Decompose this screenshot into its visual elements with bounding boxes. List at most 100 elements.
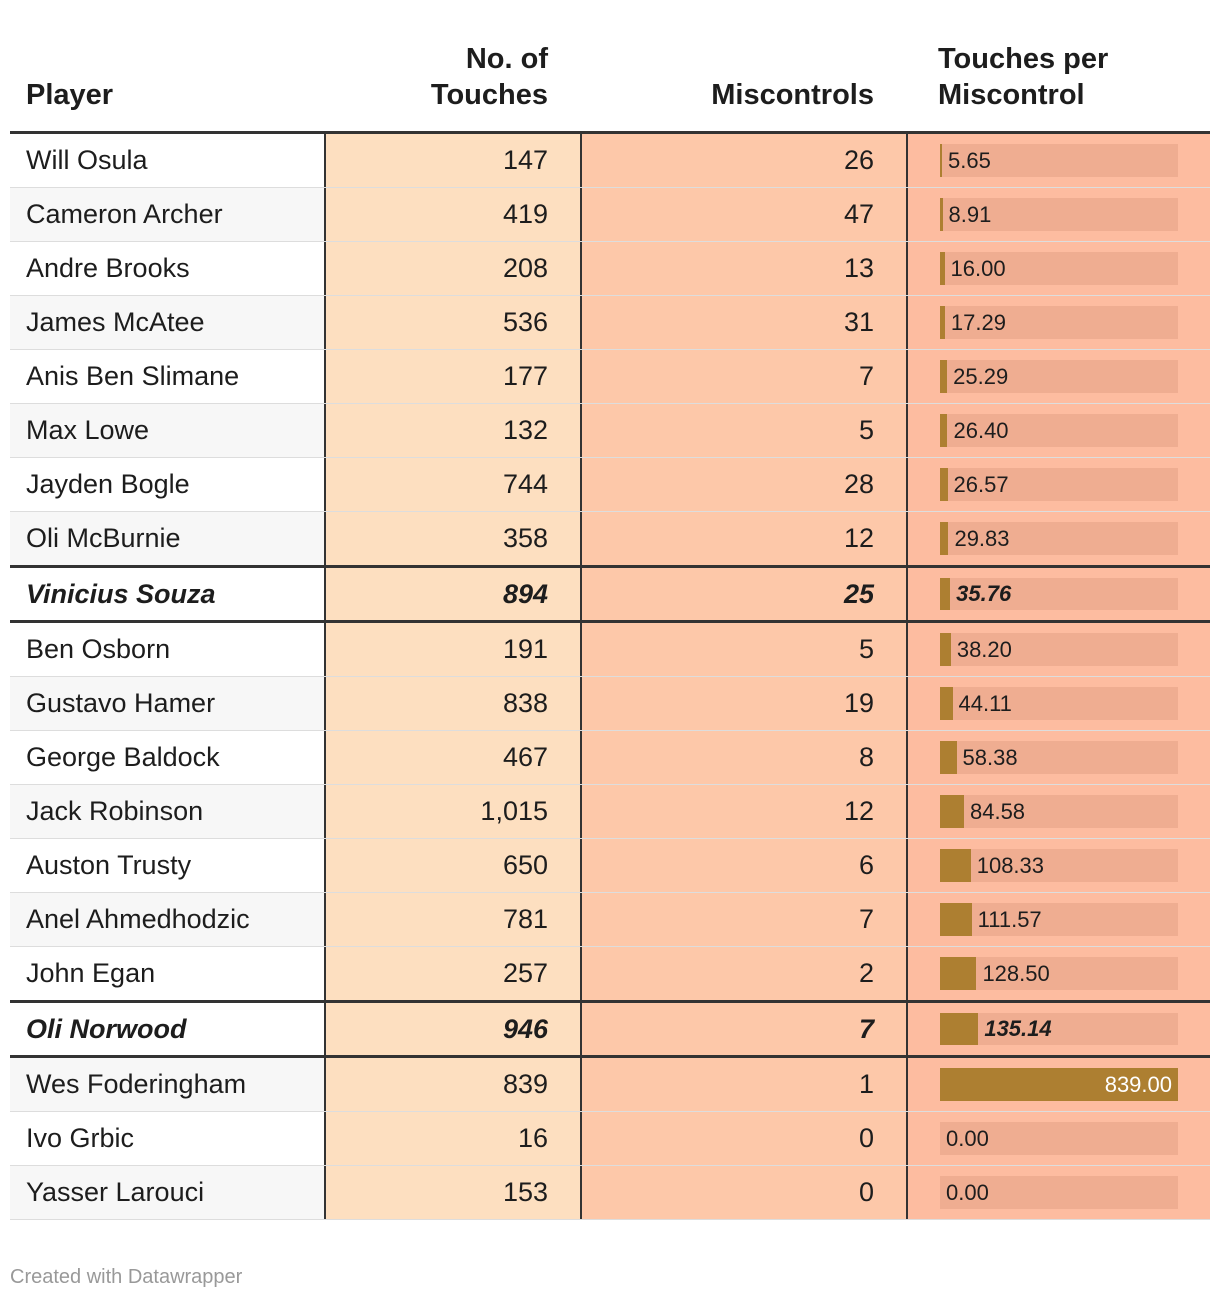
bar-track: 0.00 (940, 1176, 1178, 1209)
cell-touches: 744 (324, 458, 580, 511)
bar-fill (940, 414, 948, 447)
bar-track: 16.00 (940, 252, 1178, 285)
table-row[interactable]: George Baldock 467 8 58.38 (10, 731, 1210, 785)
cell-player: John Egan (10, 947, 324, 1000)
cell-touches-per-miscontrol: 44.11 (906, 677, 1210, 730)
table-row[interactable]: Anis Ben Slimane 177 7 25.29 (10, 350, 1210, 404)
cell-touches: 16 (324, 1112, 580, 1165)
bar-fill (940, 795, 964, 828)
bar-track: 839.00 (940, 1068, 1178, 1101)
bar-track: 111.57 (940, 903, 1178, 936)
cell-touches-per-miscontrol: 29.83 (906, 512, 1210, 565)
bar-track: 26.40 (940, 414, 1178, 447)
cell-miscontrols: 19 (580, 677, 906, 730)
cell-player: Will Osula (10, 134, 324, 187)
cell-touches: 208 (324, 242, 580, 295)
cell-touches: 147 (324, 134, 580, 187)
table-row[interactable]: Ben Osborn 191 5 38.20 (10, 623, 1210, 677)
bar-fill (940, 144, 942, 177)
bar-fill (940, 849, 971, 882)
cell-miscontrols: 31 (580, 296, 906, 349)
header-touches-line2: Touches (430, 79, 548, 111)
bar-value-label: 8.91 (948, 201, 992, 227)
cell-miscontrols: 0 (580, 1166, 906, 1219)
bar-fill (940, 903, 972, 936)
cell-touches-per-miscontrol: 111.57 (906, 893, 1210, 946)
bar-fill (940, 578, 951, 610)
table-row[interactable]: Auston Trusty 650 6 108.33 (10, 839, 1210, 893)
table-row[interactable]: Oli McBurnie 358 12 29.83 (10, 512, 1210, 566)
header-player[interactable]: Player (26, 79, 114, 111)
cell-touches: 781 (324, 893, 580, 946)
cell-touches: 467 (324, 731, 580, 784)
cell-player: James McAtee (10, 296, 324, 349)
header-touches-per-miscontrol[interactable]: Touches per Miscontrol (938, 41, 1108, 113)
header-miscontrols[interactable]: Miscontrols (711, 79, 874, 111)
bar-track: 17.29 (940, 306, 1178, 339)
cell-player: Oli McBurnie (10, 512, 324, 565)
cell-miscontrols: 5 (580, 623, 906, 676)
cell-touches: 153 (324, 1166, 580, 1219)
bar-track: 58.38 (940, 741, 1178, 774)
bar-track: 108.33 (940, 849, 1178, 882)
bar-fill (940, 1013, 979, 1045)
cell-player: Ivo Grbic (10, 1112, 324, 1165)
cell-touches-per-miscontrol: 0.00 (906, 1112, 1210, 1165)
cell-player: George Baldock (10, 731, 324, 784)
cell-miscontrols: 12 (580, 785, 906, 838)
table-row[interactable]: Vinicius Souza 894 25 35.76 (10, 565, 1210, 623)
table-row[interactable]: Andre Brooks 208 13 16.00 (10, 242, 1210, 296)
data-table: Player No. of Touches Miscontrols Touche… (10, 0, 1210, 1220)
table-row[interactable]: Will Osula 147 26 5.65 (10, 134, 1210, 188)
table-row[interactable]: Yasser Larouci 153 0 0.00 (10, 1166, 1210, 1220)
cell-touches: 536 (324, 296, 580, 349)
cell-touches-per-miscontrol: 8.91 (906, 188, 1210, 241)
table-header: Player No. of Touches Miscontrols Touche… (10, 0, 1210, 134)
bar-value-label: 58.38 (962, 744, 1018, 770)
table-row[interactable]: James McAtee 536 31 17.29 (10, 296, 1210, 350)
cell-touches: 946 (324, 1003, 580, 1055)
table-row[interactable]: Gustavo Hamer 838 19 44.11 (10, 677, 1210, 731)
table-row[interactable]: Jayden Bogle 744 28 26.57 (10, 458, 1210, 512)
table-row[interactable]: Jack Robinson 1,015 12 84.58 (10, 785, 1210, 839)
bar-fill (940, 957, 977, 990)
cell-touches: 177 (324, 350, 580, 403)
cell-touches-per-miscontrol: 84.58 (906, 785, 1210, 838)
cell-touches: 191 (324, 623, 580, 676)
table-row[interactable]: Wes Foderingham 839 1 839.00 (10, 1058, 1210, 1112)
bar-track: 128.50 (940, 957, 1178, 990)
header-touches-line1: No. of (465, 43, 548, 75)
cell-touches: 257 (324, 947, 580, 1000)
cell-touches: 132 (324, 404, 580, 457)
bar-value-label: 111.57 (977, 906, 1042, 932)
cell-touches: 894 (324, 568, 580, 620)
cell-touches: 839 (324, 1058, 580, 1111)
cell-touches-per-miscontrol: 17.29 (906, 296, 1210, 349)
bar-fill (940, 687, 953, 720)
bar-value-label: 25.29 (953, 363, 1009, 389)
bar-fill (940, 522, 949, 555)
bar-track: 8.91 (940, 198, 1178, 231)
bar-fill (940, 1068, 1178, 1101)
table-row[interactable]: John Egan 257 2 128.50 (10, 947, 1210, 1001)
cell-miscontrols: 5 (580, 404, 906, 457)
cell-touches-per-miscontrol: 35.76 (906, 568, 1210, 620)
bar-value-label: 108.33 (976, 852, 1045, 878)
table-row[interactable]: Ivo Grbic 16 0 0.00 (10, 1112, 1210, 1166)
footer-credit[interactable]: Created with Datawrapper (10, 1266, 243, 1288)
header-tpm-line1: Touches per (938, 43, 1109, 75)
bar-value-label: 84.58 (969, 798, 1026, 824)
cell-touches: 838 (324, 677, 580, 730)
bar-value-label: 38.20 (956, 636, 1012, 662)
table-row[interactable]: Cameron Archer 419 47 8.91 (10, 188, 1210, 242)
bar-value-label: 0.00 (946, 1179, 989, 1205)
table-row[interactable]: Oli Norwood 946 7 135.14 (10, 1000, 1210, 1058)
table-row[interactable]: Max Lowe 132 5 26.40 (10, 404, 1210, 458)
header-touches[interactable]: No. of Touches (324, 41, 548, 113)
cell-miscontrols: 26 (580, 134, 906, 187)
cell-touches: 1,015 (324, 785, 580, 838)
bar-value-label: 26.57 (953, 471, 1009, 497)
bar-fill (940, 741, 957, 774)
table-row[interactable]: Anel Ahmedhodzic 781 7 111.57 (10, 893, 1210, 947)
bar-value-label: 0.00 (946, 1125, 989, 1151)
